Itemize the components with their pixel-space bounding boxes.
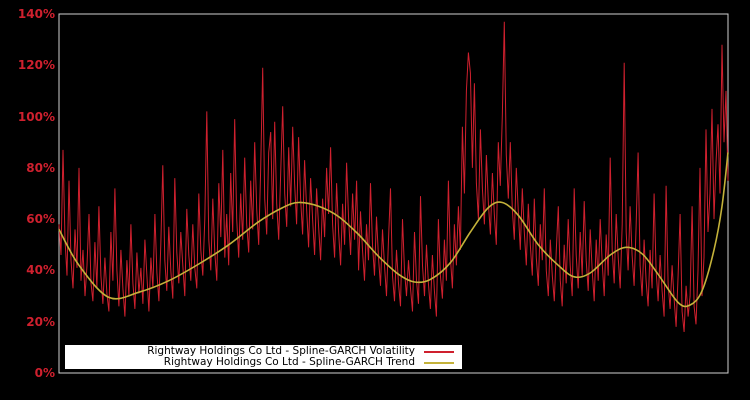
y-axis-tick-label: 40% bbox=[26, 263, 55, 278]
plot-border bbox=[58, 13, 729, 374]
y-axis-tick-label: 0% bbox=[34, 366, 55, 380]
y-axis: 0% 20% 40% 60% 80% 100% 120% 140% bbox=[0, 0, 55, 400]
y-axis-tick-label: 100% bbox=[17, 109, 55, 124]
legend: Rightway Holdings Co Ltd - Spline-GARCH … bbox=[65, 345, 462, 369]
y-axis-tick-label: 60% bbox=[26, 212, 55, 227]
legend-line-sample-trend bbox=[424, 361, 454, 364]
y-axis-tick-label: 140% bbox=[17, 7, 55, 21]
legend-label-trend: Rightway Holdings Co Ltd - Spline-GARCH … bbox=[163, 356, 415, 368]
legend-line-sample-volatility bbox=[424, 350, 454, 353]
legend-item-volatility: Rightway Holdings Co Ltd - Spline-GARCH … bbox=[67, 346, 456, 357]
trend-line bbox=[58, 152, 729, 308]
legend-label-volatility: Rightway Holdings Co Ltd - Spline-GARCH … bbox=[147, 345, 415, 357]
volatility-line bbox=[58, 21, 729, 333]
y-axis-tick-label: 80% bbox=[26, 160, 55, 175]
y-axis-tick-label: 20% bbox=[26, 314, 55, 329]
legend-item-trend: Rightway Holdings Co Ltd - Spline-GARCH … bbox=[67, 357, 456, 368]
y-axis-tick-label: 120% bbox=[17, 58, 55, 73]
